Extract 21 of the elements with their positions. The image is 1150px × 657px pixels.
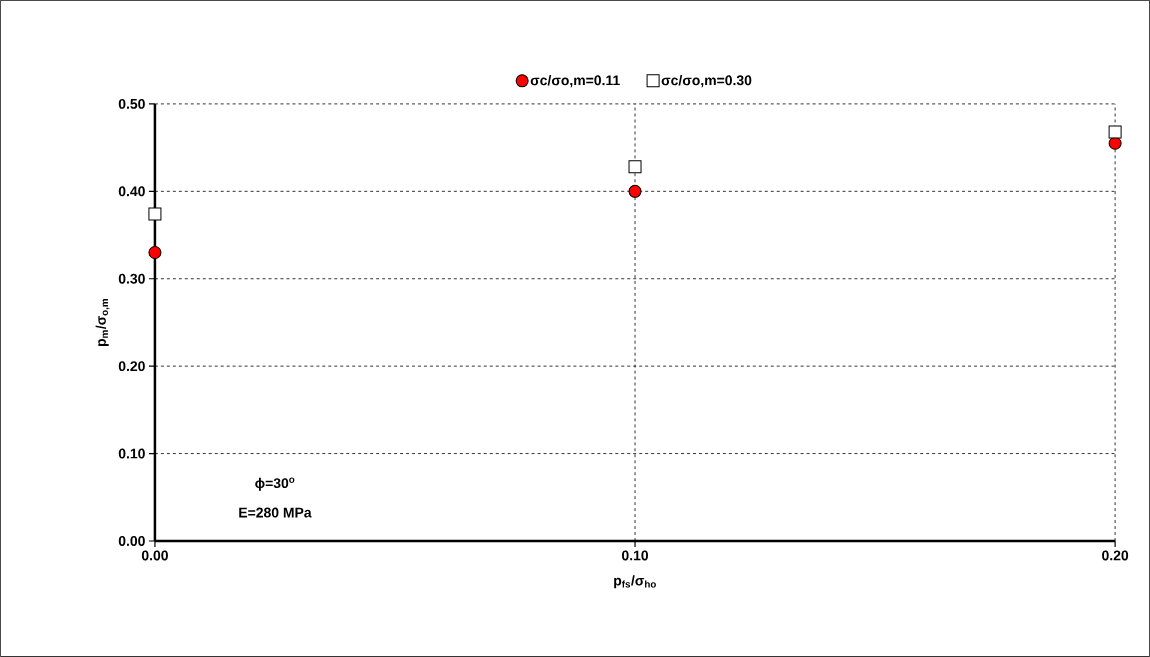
y-tick-label: 0.10 xyxy=(118,448,145,459)
annotation: E=280 MPa xyxy=(239,507,312,518)
point xyxy=(628,184,642,198)
point xyxy=(148,207,162,221)
x-axis-title: p$_{fs}$/σ$_{ho}$ xyxy=(614,575,656,589)
y-tick-label: 0.00 xyxy=(118,536,145,546)
x-tick-label: 0.00 xyxy=(141,550,168,561)
legend-label: σc/σo,m=0.30 xyxy=(661,75,752,88)
x-tick-label: 0.10 xyxy=(621,550,649,561)
point xyxy=(1108,125,1122,139)
x-tick-label: 0.20 xyxy=(1102,550,1129,561)
y-tick-label: 0.50 xyxy=(118,99,145,109)
legend-label: σc/σo,m=0.11 xyxy=(530,75,620,88)
y-axis-title: p$_{m}$/σ$_{o,m}$ xyxy=(95,299,110,347)
point xyxy=(1108,136,1122,150)
y-tick-label: 0.20 xyxy=(118,361,145,372)
annotation: ϕ=30$^{o}$ xyxy=(255,477,295,491)
point xyxy=(148,246,162,260)
y-tick-label: 0.30 xyxy=(118,273,145,284)
y-tick-label: 0.40 xyxy=(118,186,145,197)
point xyxy=(628,160,642,174)
